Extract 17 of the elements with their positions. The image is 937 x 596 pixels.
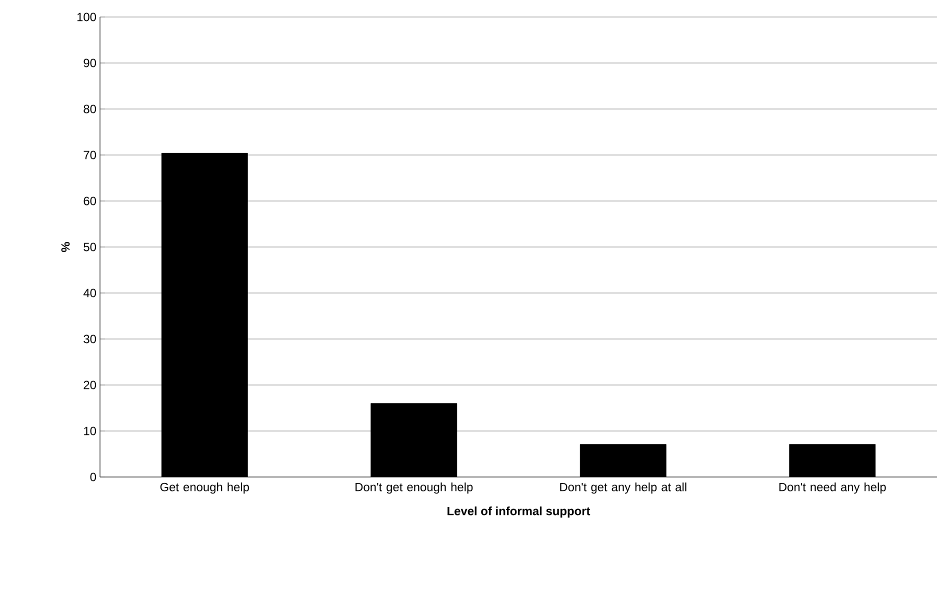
x-tick-label: Don't need any help [779,482,886,494]
x-axis-title: Level of informal support [448,506,590,518]
y-tick-label: 0 [90,472,96,482]
y-tick-label: 70 [84,150,96,160]
y-tick-label: 40 [83,288,96,298]
y-tick-label: 10 [84,426,96,436]
y-tick-label: 60 [84,196,96,206]
x-tick-label: Get enough help [160,482,249,494]
y-axis-title: % [61,242,70,252]
y-tick-label: 20 [84,380,96,390]
y-tick-label: 90 [84,58,96,68]
y-tick-label: 80 [84,104,96,114]
y-tick-label: 100 [77,12,96,22]
x-tick-label: Don't get enough help [356,482,473,494]
x-tick-label: Don't get any help at all [560,482,686,494]
y-tick-label: 50 [84,242,96,252]
y-tick-label: 30 [84,334,96,344]
